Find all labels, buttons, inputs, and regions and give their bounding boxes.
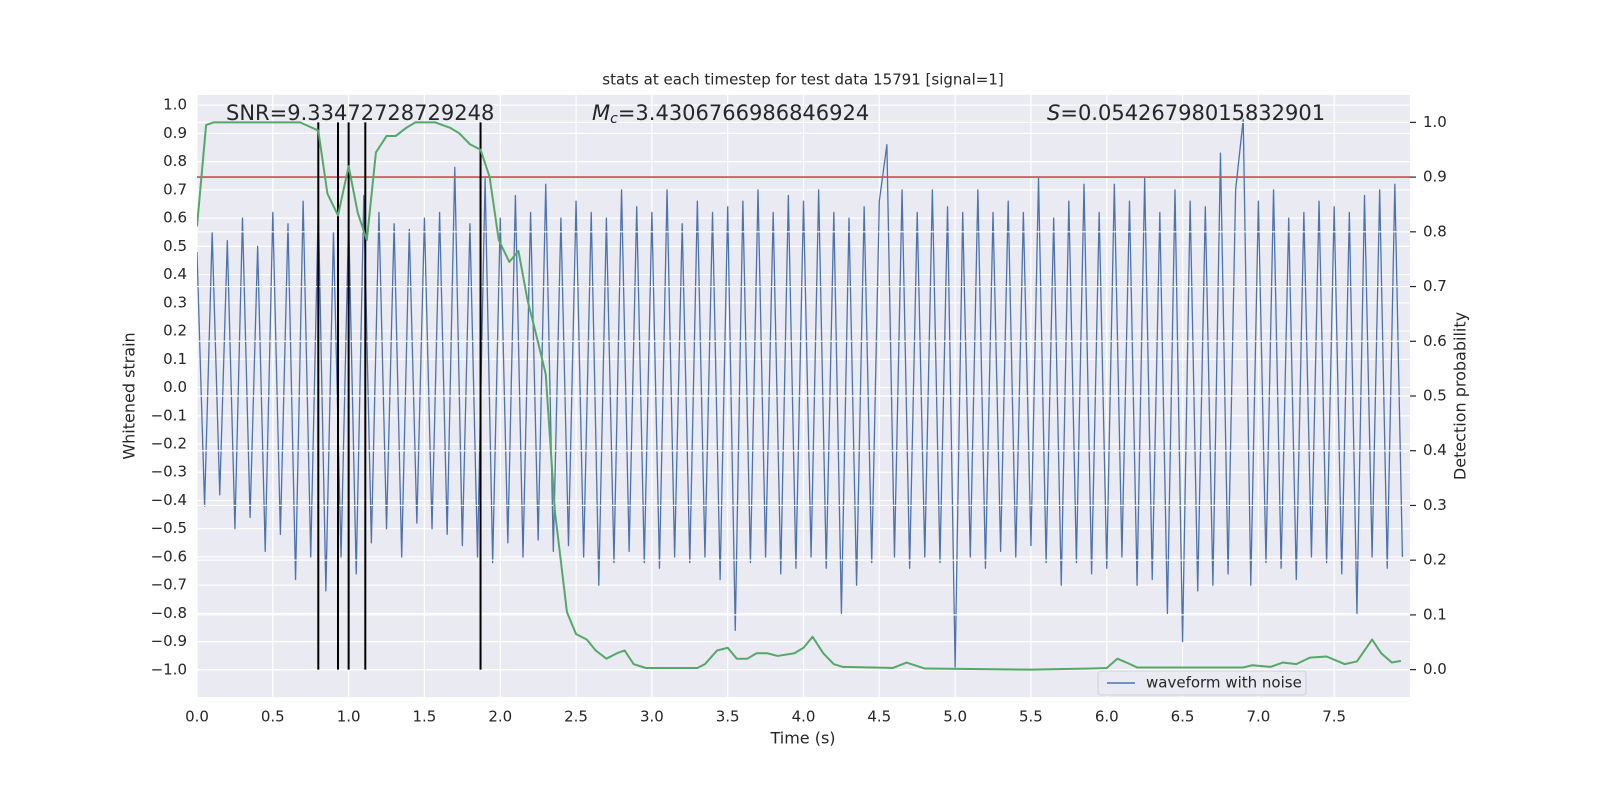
annotation: S=0.05426798015832901: [1047, 101, 1325, 125]
x-tick-label: 1.0: [337, 708, 361, 726]
y-tick-label: 0.8: [163, 152, 187, 170]
y2-tick-label: 0.6: [1423, 332, 1447, 350]
y-tick-label: −0.2: [151, 435, 187, 453]
y-tick-label: −0.6: [151, 547, 187, 565]
y2-tick-label: 0.7: [1423, 277, 1447, 295]
x-tick-label: 4.0: [792, 708, 816, 726]
y-tick-label: −0.4: [151, 491, 187, 509]
x-tick-label: 7.0: [1246, 708, 1270, 726]
y-tick-label: −0.3: [151, 463, 187, 481]
y-tick-label: 0.7: [163, 180, 187, 198]
x-tick-label: 3.5: [716, 708, 740, 726]
waveform-line: [197, 118, 1404, 668]
y-tick-label: −0.1: [151, 406, 187, 424]
y-tick-label: −0.5: [151, 519, 187, 537]
y-tick-label: 1.0: [163, 96, 187, 114]
y-tick-label: 0.5: [163, 237, 187, 255]
y-tick-label: −1.0: [151, 660, 187, 678]
annotation-text: =0.05426798015832901: [1060, 101, 1325, 125]
x-tick-label: 2.5: [564, 708, 588, 726]
x-tick-label: 2.0: [488, 708, 512, 726]
x-axis-label: Time (s): [769, 729, 835, 748]
x-tick-label: 0.5: [261, 708, 285, 726]
y-tick-label: 0.0: [163, 378, 187, 396]
y-tick-label: −0.8: [151, 604, 187, 622]
y2-tick-label: 0.8: [1423, 222, 1447, 240]
y-tick-label: 0.2: [163, 322, 187, 340]
annotation-subscript: c: [610, 111, 618, 127]
probability-line: [197, 121, 1402, 671]
annotation-text: SNR=9.33472728729248: [226, 101, 494, 125]
y-tick-label: 0.1: [163, 350, 187, 368]
annotation: Mc=3.4306766986846924: [592, 101, 869, 127]
y2-tick-label: 0.3: [1423, 496, 1447, 514]
y-tick-label: 0.6: [163, 209, 187, 227]
x-tick-label: 6.0: [1095, 708, 1119, 726]
y2-tick-label: 0.1: [1423, 605, 1447, 623]
y2-tick-label: 1.0: [1423, 113, 1447, 131]
y2-tick-label: 0.2: [1423, 551, 1447, 569]
y-tick-label: 0.9: [163, 124, 187, 142]
x-tick-label: 0.0: [185, 708, 209, 726]
y-axis-label: Whitened strain: [120, 332, 139, 459]
y2-tick-label: 0.5: [1423, 387, 1447, 405]
chart-title: stats at each timestep for test data 157…: [602, 71, 1003, 89]
y-tick-label: 0.4: [163, 265, 187, 283]
legend-label: waveform with noise: [1146, 674, 1302, 692]
annotation: SNR=9.33472728729248: [226, 101, 494, 125]
x-tick-label: 1.5: [413, 708, 437, 726]
x-tick-label: 4.5: [867, 708, 891, 726]
x-tick-label: 5.0: [943, 708, 967, 726]
y-tick-label: −0.7: [151, 576, 187, 594]
x-tick-label: 5.5: [1019, 708, 1043, 726]
annotation-symbol: M: [592, 101, 610, 125]
annotation-symbol: S: [1047, 101, 1060, 125]
x-tick-label: 7.5: [1322, 708, 1346, 726]
y-tick-label: 0.3: [163, 293, 187, 311]
y2-tick-label: 0.0: [1423, 660, 1447, 678]
annotation-text: =3.4306766986846924: [618, 101, 869, 125]
legend-box: [1097, 670, 1307, 696]
y2-tick-label: 0.4: [1423, 441, 1447, 459]
y2-axis-label: Detection probability: [1451, 312, 1470, 480]
y2-tick-label: 0.9: [1423, 168, 1447, 186]
y-tick-label: −0.9: [151, 632, 187, 650]
x-tick-label: 6.5: [1171, 708, 1195, 726]
x-tick-label: 3.0: [640, 708, 664, 726]
